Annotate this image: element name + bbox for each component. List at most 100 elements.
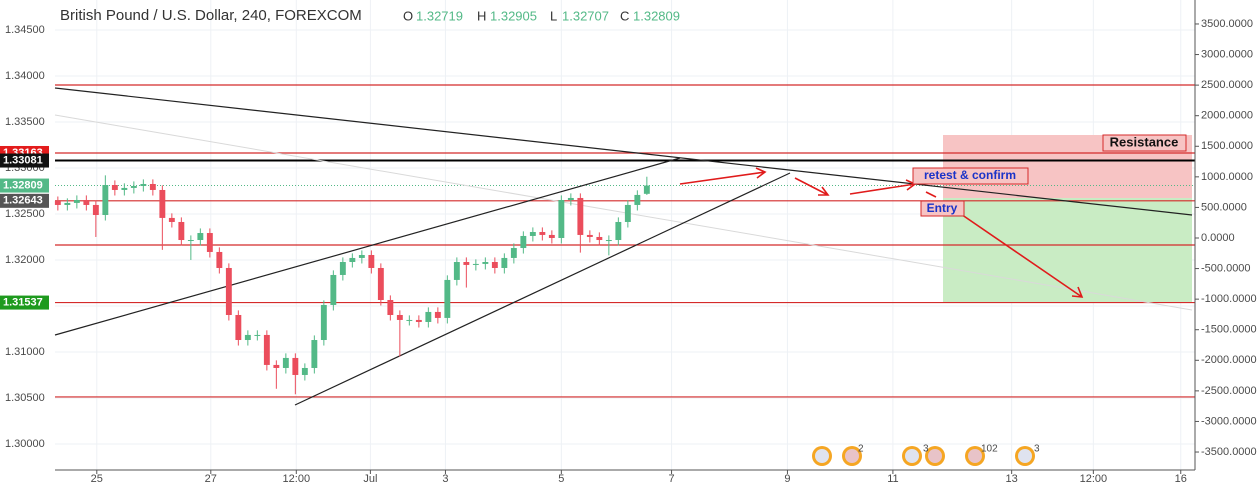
candle-body bbox=[453, 262, 460, 280]
candle-body bbox=[501, 257, 508, 268]
candle-body bbox=[244, 334, 251, 341]
candle-body bbox=[330, 274, 337, 305]
ohlc-label: C bbox=[620, 8, 629, 23]
candle-body bbox=[54, 201, 61, 205]
ohlc-value: 1.32809 bbox=[633, 8, 680, 23]
candle-body bbox=[358, 255, 365, 258]
event-icon bbox=[815, 449, 829, 463]
y2-tick-label: -3500.0000 bbox=[1201, 446, 1257, 458]
y2-tick-label: 1500.0000 bbox=[1201, 140, 1253, 152]
candle-body bbox=[615, 221, 622, 241]
candle-body bbox=[235, 314, 242, 341]
candle-body bbox=[282, 357, 289, 368]
candles bbox=[54, 175, 650, 395]
y2-tick-label: -2000.0000 bbox=[1201, 354, 1257, 366]
candle-body bbox=[273, 364, 280, 368]
candle-body bbox=[159, 189, 166, 218]
y2-tick-label: 1000.0000 bbox=[1201, 171, 1253, 183]
annotation: retest & confirm bbox=[924, 168, 1016, 182]
event-icon bbox=[928, 449, 942, 463]
candle-body bbox=[187, 240, 194, 242]
candle-body bbox=[111, 185, 118, 190]
price-label-box bbox=[0, 178, 49, 193]
y2-tick-label: -3000.0000 bbox=[1201, 415, 1257, 427]
candle-body bbox=[482, 262, 489, 264]
candle-body bbox=[643, 185, 650, 194]
candle-body bbox=[149, 183, 156, 190]
event-count: 3 bbox=[1034, 444, 1040, 455]
annotation-box bbox=[1102, 134, 1187, 152]
candle-body bbox=[463, 262, 470, 265]
x-tick-label: 9 bbox=[784, 473, 790, 485]
y-tick-label: 1.31000 bbox=[5, 346, 45, 358]
candle-body bbox=[102, 185, 109, 215]
price-label: 1.31537 bbox=[3, 296, 43, 308]
candle-body bbox=[349, 257, 356, 263]
x-tick-label: 7 bbox=[668, 473, 674, 485]
ohlc-value: 1.32905 bbox=[490, 8, 537, 23]
y2-tick-label: 3000.0000 bbox=[1201, 48, 1253, 60]
candle-body bbox=[520, 235, 527, 249]
y2-tick-label: -500.0000 bbox=[1201, 262, 1251, 274]
candle-body bbox=[406, 319, 413, 321]
arrows bbox=[679, 167, 1084, 298]
ohlc-label: L bbox=[550, 8, 557, 23]
candle-body bbox=[339, 262, 346, 275]
x-tick-label: 11 bbox=[887, 473, 898, 485]
candle-body bbox=[368, 255, 375, 268]
candle-body bbox=[377, 267, 384, 300]
trendline bbox=[294, 172, 791, 406]
price-label-box bbox=[0, 193, 49, 208]
candle-body bbox=[130, 186, 137, 188]
ohlc-value: 1.32707 bbox=[562, 8, 609, 23]
y-tick-label: 1.33500 bbox=[5, 116, 45, 128]
candle-body bbox=[634, 194, 641, 205]
x-tick-label: 12:00 bbox=[1080, 473, 1108, 485]
axes: 1.345001.340001.335001.330001.325001.320… bbox=[5, 18, 1257, 485]
event-icon bbox=[905, 449, 919, 463]
x-tick-label: 25 bbox=[91, 473, 103, 485]
x-tick-label: 16 bbox=[1175, 473, 1187, 485]
candle-body bbox=[577, 197, 584, 235]
annotation-box bbox=[912, 167, 1029, 185]
candle-body bbox=[263, 334, 270, 365]
price-label: 1.32643 bbox=[3, 195, 43, 207]
candle-body bbox=[311, 340, 318, 368]
y-tick-label: 1.34500 bbox=[5, 24, 45, 36]
candle-body bbox=[320, 304, 327, 341]
candle-body bbox=[396, 314, 403, 320]
arrow bbox=[679, 167, 767, 185]
candle-body bbox=[197, 233, 204, 241]
ohlc-value: 1.32719 bbox=[416, 8, 463, 23]
y2-tick-label: 2500.0000 bbox=[1201, 79, 1253, 91]
candle-body bbox=[292, 357, 299, 375]
candle-body bbox=[206, 233, 213, 252]
x-tick-label: 5 bbox=[558, 473, 564, 485]
price-label-box bbox=[0, 153, 49, 168]
candle-body bbox=[567, 197, 574, 200]
chart-title: British Pound / U.S. Dollar, 240, FOREXC… bbox=[60, 7, 362, 24]
candle-body bbox=[548, 234, 555, 238]
event-icon bbox=[845, 449, 859, 463]
x-tick-label: 13 bbox=[1006, 473, 1018, 485]
annotation: Entry bbox=[927, 201, 958, 215]
trendline bbox=[54, 114, 1193, 311]
ohlc-label: O bbox=[403, 8, 413, 23]
candle-body bbox=[624, 204, 631, 222]
candle-body bbox=[254, 334, 261, 336]
candle-body bbox=[83, 199, 90, 205]
candle-body bbox=[140, 183, 147, 187]
header: British Pound / U.S. Dollar, 240, FOREXC… bbox=[60, 7, 680, 24]
y-tick-label: 1.32500 bbox=[5, 208, 45, 220]
y2-tick-label: -1500.0000 bbox=[1201, 324, 1257, 336]
candle-body bbox=[92, 204, 99, 215]
candle-body bbox=[64, 202, 71, 205]
event-count: 2 bbox=[858, 444, 864, 455]
price-label: 1.33081 bbox=[3, 154, 43, 166]
event-count: 3 bbox=[923, 444, 929, 455]
event-icon bbox=[968, 449, 982, 463]
y-tick-label: 1.30500 bbox=[5, 392, 45, 404]
ohlc-label: H bbox=[477, 8, 486, 23]
